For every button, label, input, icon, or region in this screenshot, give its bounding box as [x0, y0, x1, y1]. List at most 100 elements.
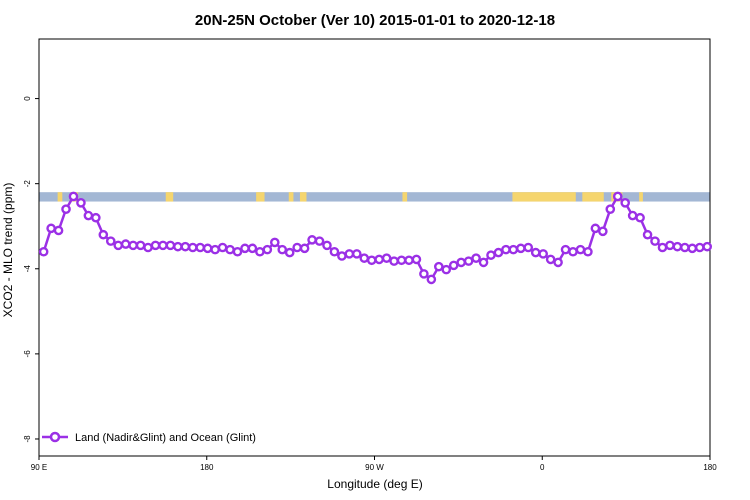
- data-point: [76, 198, 86, 208]
- data-point: [687, 243, 698, 254]
- data-point: [590, 223, 601, 234]
- legend: Land (Nadir&Glint) and Ocean (Glint): [42, 431, 256, 444]
- data-point: [583, 246, 593, 257]
- data-point: [262, 244, 273, 255]
- data-point: [657, 242, 668, 253]
- data-point: [210, 244, 220, 255]
- y-tick-label: -6: [23, 350, 32, 358]
- data-point: [307, 235, 317, 245]
- data-point: [538, 249, 548, 259]
- data-point: [292, 242, 302, 253]
- land-segment: [288, 192, 294, 202]
- data-point: [120, 239, 131, 249]
- data-point: [665, 240, 675, 251]
- data-point: [314, 236, 325, 246]
- data-point: [389, 256, 399, 266]
- land-segment: [402, 192, 408, 202]
- data-point: [366, 255, 377, 266]
- x-tick-label: 180: [703, 463, 717, 472]
- x-tick-label: 90 W: [365, 463, 384, 472]
- data-point: [128, 240, 138, 251]
- data-point: [232, 246, 243, 257]
- data-point: [545, 254, 556, 265]
- data-point: [612, 191, 623, 202]
- data-point: [516, 243, 526, 254]
- data-point: [627, 210, 638, 221]
- land-segment: [57, 192, 63, 202]
- data-point: [105, 236, 116, 246]
- land-segment: [165, 192, 174, 202]
- data-point: [225, 244, 235, 255]
- y-tick-label: -4: [23, 265, 32, 273]
- data-point: [269, 237, 280, 248]
- data-point: [46, 223, 56, 234]
- data-point: [530, 247, 541, 258]
- data-point: [247, 243, 258, 254]
- data-point: [195, 242, 206, 253]
- data-point: [187, 242, 198, 253]
- data-point: [419, 269, 429, 279]
- land-segment: [582, 192, 604, 202]
- land-ocean-band: [39, 192, 710, 202]
- data-point: [441, 264, 452, 275]
- data-point: [255, 246, 265, 257]
- data-point: [560, 244, 571, 255]
- data-point: [53, 225, 64, 236]
- data-point: [702, 241, 713, 252]
- data-point: [508, 244, 519, 255]
- data-point: [381, 253, 392, 263]
- data-point: [448, 260, 459, 271]
- legend-label: Land (Nadir&Glint) and Ocean (Glint): [75, 432, 256, 444]
- data-point: [143, 242, 153, 253]
- data-point: [91, 212, 101, 223]
- data-point: [672, 241, 683, 252]
- data-point: [411, 254, 422, 265]
- data-point: [650, 236, 660, 246]
- x-axis: 90 E 180 90 W 0 180: [31, 456, 717, 472]
- y-axis-label: XCO2 - MLO trend (ppm): [1, 183, 15, 318]
- data-point: [426, 274, 437, 285]
- data-point: [113, 240, 124, 251]
- data-point: [493, 247, 504, 258]
- data-point: [598, 226, 608, 237]
- series-layer: [38, 191, 713, 285]
- x-tick-label: 180: [200, 463, 214, 472]
- data-point: [553, 257, 563, 268]
- data-point: [299, 243, 310, 254]
- data-point: [575, 244, 586, 255]
- y-tick-label: -8: [23, 435, 32, 443]
- land-segment: [639, 192, 643, 202]
- data-point: [680, 242, 690, 253]
- data-point: [329, 246, 340, 257]
- data-point: [344, 249, 355, 259]
- land-segment: [512, 192, 576, 202]
- data-point: [173, 241, 183, 252]
- data-point: [404, 255, 414, 266]
- data-point: [202, 243, 213, 254]
- data-point: [150, 240, 161, 251]
- data-point: [68, 191, 79, 202]
- data-point: [359, 253, 370, 263]
- data-point: [337, 251, 347, 261]
- data-point: [471, 253, 481, 263]
- data-point: [523, 242, 534, 253]
- y-tick-label: 0: [23, 96, 32, 101]
- legend-marker: [49, 431, 61, 443]
- x-tick-label: 0: [540, 463, 545, 472]
- data-point: [240, 243, 250, 254]
- data-point: [694, 242, 705, 253]
- data-point: [38, 246, 49, 257]
- data-point: [165, 240, 176, 251]
- data-point: [635, 212, 645, 223]
- data-point: [486, 250, 496, 260]
- data-point: [98, 229, 109, 240]
- data-point: [217, 242, 228, 253]
- data-point: [456, 257, 466, 268]
- data-point: [620, 198, 630, 208]
- data-point: [374, 254, 384, 265]
- data-point: [284, 247, 295, 258]
- x-axis-label: Longitude (deg E): [327, 477, 422, 491]
- data-point: [180, 241, 191, 252]
- y-axis: 0 -2 -4 -6 -8: [23, 96, 39, 443]
